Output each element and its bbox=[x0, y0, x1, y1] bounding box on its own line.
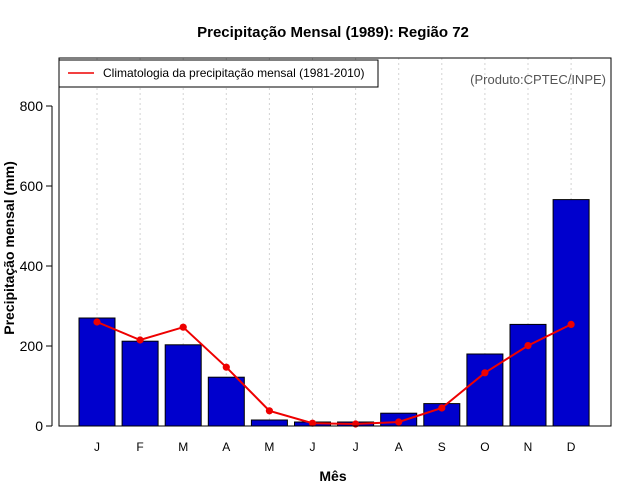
y-tick-label: 800 bbox=[20, 98, 44, 114]
climatology-point-2 bbox=[179, 323, 187, 331]
bar-1 bbox=[121, 340, 159, 427]
climatology-point-3 bbox=[222, 363, 230, 371]
source-credit: (Produto:CPTEC/INPE) bbox=[470, 72, 606, 87]
x-tick-label: S bbox=[438, 440, 446, 454]
x-tick-label: O bbox=[480, 440, 489, 454]
plot-frame bbox=[58, 57, 612, 427]
x-tick-label: J bbox=[94, 440, 100, 454]
climatology-point-5 bbox=[308, 419, 317, 427]
climatology-point-6 bbox=[352, 420, 360, 428]
x-tick-label: D bbox=[567, 440, 576, 454]
climatology-point-9 bbox=[481, 369, 489, 377]
bar-4 bbox=[250, 419, 288, 427]
x-tick-label: J bbox=[353, 440, 359, 454]
bar-11 bbox=[552, 199, 590, 427]
legend: Climatologia da precipitação mensal (198… bbox=[58, 59, 379, 88]
y-tick-label: 0 bbox=[35, 418, 43, 434]
x-tick-label: F bbox=[136, 440, 143, 454]
bar-10 bbox=[509, 323, 547, 427]
legend-box bbox=[58, 59, 379, 88]
legend-label: Climatologia da precipitação mensal (198… bbox=[103, 66, 364, 80]
bar-series bbox=[78, 199, 590, 427]
climatology-line bbox=[96, 321, 572, 426]
chart-title: Precipitação Mensal (1989): Região 72 bbox=[197, 24, 469, 41]
x-tick-label: A bbox=[222, 440, 230, 454]
x-axis-title: Mês bbox=[319, 468, 346, 484]
climatology-point-4 bbox=[265, 407, 273, 415]
climatology-point-11 bbox=[567, 320, 575, 328]
x-tick-label: J bbox=[310, 440, 316, 454]
climatology-point-7 bbox=[395, 418, 403, 426]
y-axis-title: Precipitação mensal (mm) bbox=[1, 161, 17, 335]
climatology-point-0 bbox=[93, 318, 101, 326]
x-tick-label: M bbox=[264, 440, 274, 454]
climatology-point-8 bbox=[438, 404, 446, 412]
y-tick-label: 400 bbox=[20, 258, 44, 274]
x-tick-label: M bbox=[178, 440, 188, 454]
climatology-point-1 bbox=[136, 336, 144, 344]
x-tick-label: N bbox=[524, 440, 533, 454]
climatology-line-series bbox=[93, 318, 575, 428]
y-tick-label: 200 bbox=[20, 338, 44, 354]
y-axis: 0 200 400 600 800 bbox=[20, 98, 53, 434]
y-tick-label: 600 bbox=[20, 178, 44, 194]
climatology-point-10 bbox=[524, 342, 532, 350]
x-tick-label: A bbox=[395, 440, 403, 454]
bar-3 bbox=[207, 376, 245, 427]
bar-0 bbox=[78, 317, 116, 427]
bar-2 bbox=[164, 344, 202, 427]
